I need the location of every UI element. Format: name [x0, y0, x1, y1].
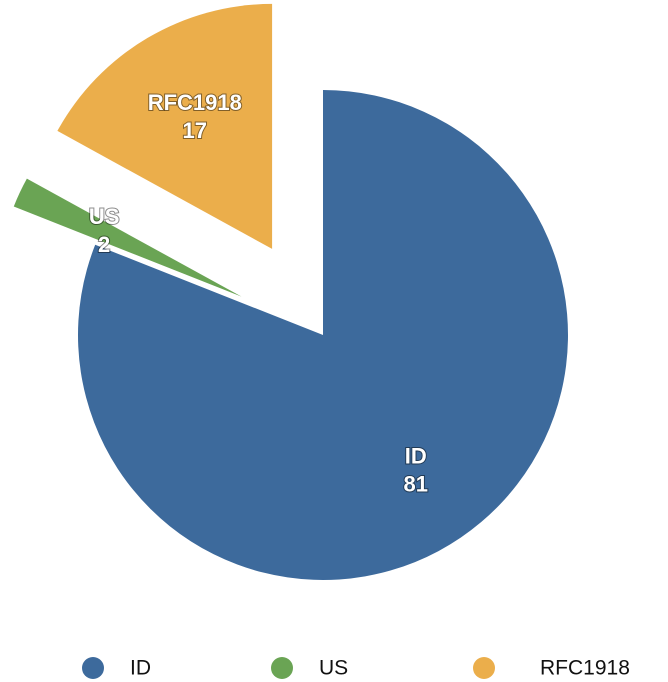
slice-value: 2	[98, 232, 110, 257]
pie-slice	[77, 90, 568, 580]
slice-value: 81	[404, 471, 428, 496]
pie-slice	[57, 3, 273, 249]
slice-label: ID	[405, 443, 427, 468]
legend-label: US	[319, 657, 348, 680]
legend-label: RFC1918	[540, 657, 630, 680]
slice-label: US	[89, 204, 120, 229]
legend-marker	[473, 657, 495, 679]
slice-label: RFC1918	[148, 90, 242, 115]
slice-value: 17	[183, 118, 207, 143]
legend-label: ID	[130, 657, 151, 680]
legend-marker	[271, 657, 293, 679]
legend-marker	[82, 657, 104, 679]
pie-slice	[13, 178, 242, 297]
